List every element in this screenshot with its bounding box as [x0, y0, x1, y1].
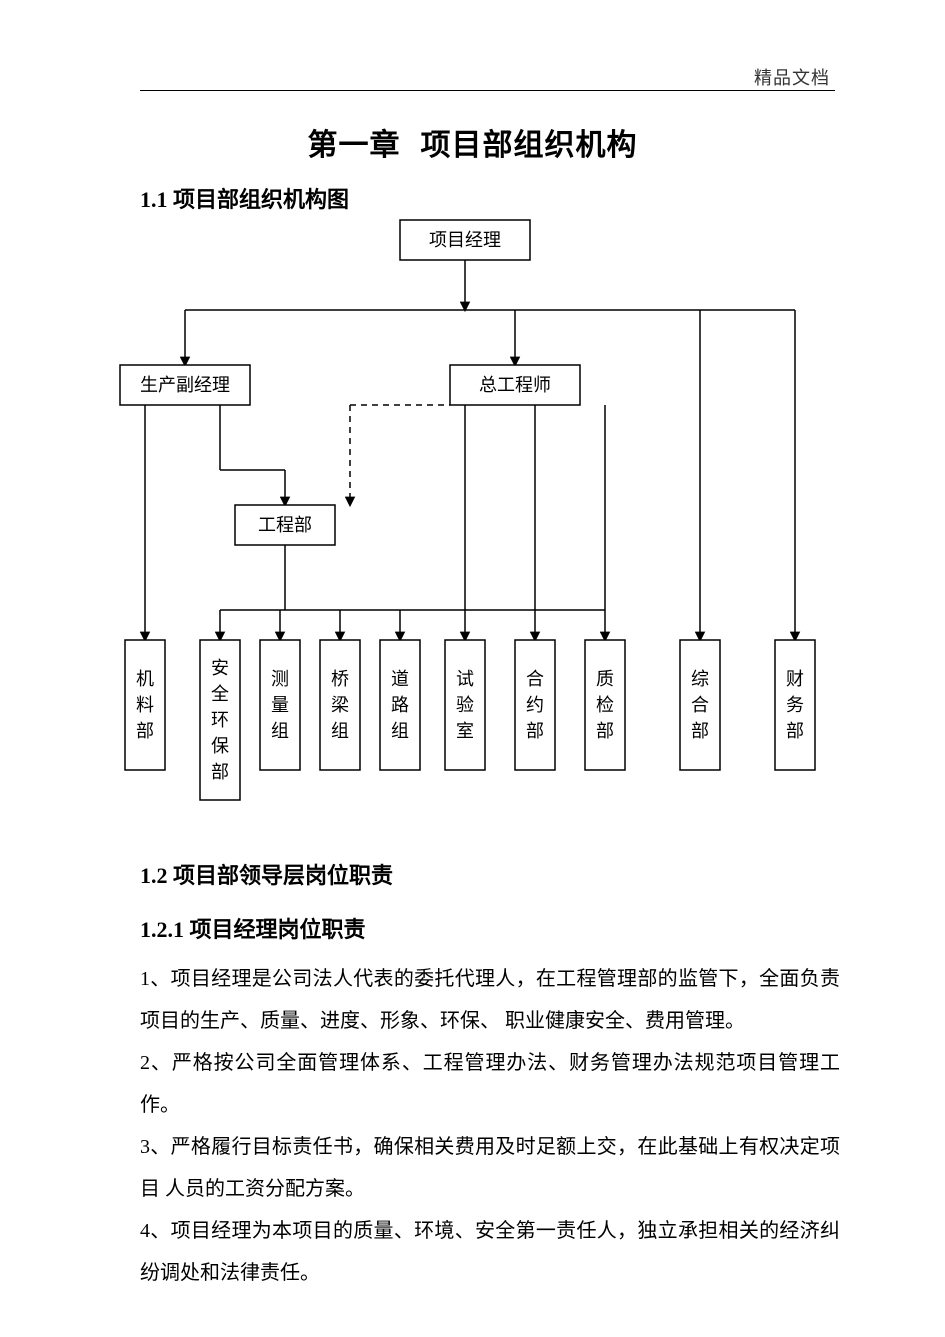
svg-text:检: 检	[596, 695, 614, 715]
svg-text:部: 部	[136, 721, 154, 741]
org-node-d9: 财务部	[775, 640, 815, 770]
org-node-d5: 试验室	[445, 640, 485, 770]
svg-text:项目经理: 项目经理	[429, 230, 501, 250]
paragraph-1: 1、项目经理是公司法人代表的委托代理人，在工程管理部的监管下，全面负责项目的生产…	[140, 958, 840, 1042]
svg-text:总工程师: 总工程师	[479, 375, 551, 395]
org-node-d4: 道路组	[380, 640, 420, 770]
svg-text:全: 全	[211, 684, 229, 704]
body-paragraphs: 1、项目经理是公司法人代表的委托代理人，在工程管理部的监管下，全面负责项目的生产…	[140, 958, 840, 1294]
paragraph-2: 2、严格按公司全面管理体系、工程管理办法、财务管理办法规范项目管理工作。	[140, 1042, 840, 1126]
chapter-title: 第一章项目部组织机构	[0, 120, 945, 164]
svg-text:安: 安	[211, 658, 229, 678]
header-watermark: 精品文档	[754, 64, 830, 90]
org-node-ce: 总工程师	[450, 365, 580, 405]
org-node-d2: 测量组	[260, 640, 300, 770]
org-node-d0: 机料部	[125, 640, 165, 770]
org-node-d6: 合约部	[515, 640, 555, 770]
svg-text:梁: 梁	[331, 695, 349, 715]
svg-text:质: 质	[596, 669, 614, 689]
org-node-pm: 项目经理	[400, 220, 530, 260]
svg-text:室: 室	[456, 721, 474, 741]
svg-text:测: 测	[271, 669, 289, 689]
heading-1-2-1: 1.2.1 项目经理岗位职责	[140, 912, 366, 944]
org-node-d1: 安全环保部	[200, 640, 240, 800]
svg-text:财: 财	[786, 669, 804, 689]
org-node-d3: 桥梁组	[320, 640, 360, 770]
chapter-number: 第一章	[308, 129, 401, 162]
svg-text:组: 组	[271, 721, 289, 741]
svg-text:组: 组	[391, 721, 409, 741]
heading-1-2: 1.2 项目部领导层岗位职责	[140, 858, 393, 890]
svg-text:部: 部	[596, 721, 614, 741]
svg-text:机: 机	[136, 669, 154, 689]
svg-text:约: 约	[526, 695, 544, 715]
org-node-vp: 生产副经理	[120, 365, 250, 405]
svg-text:道: 道	[391, 669, 409, 689]
svg-text:部: 部	[691, 721, 709, 741]
svg-text:综: 综	[691, 669, 709, 689]
org-chart: 项目经理生产副经理总工程师工程部机料部安全环保部测量组桥梁组道路组试验室合约部质…	[100, 210, 860, 820]
org-node-eng: 工程部	[235, 505, 335, 545]
header-underline	[140, 90, 835, 91]
svg-text:保: 保	[211, 736, 229, 756]
svg-text:量: 量	[271, 695, 289, 715]
chapter-name: 项目部组织机构	[421, 129, 638, 162]
svg-text:组: 组	[331, 721, 349, 741]
svg-text:工程部: 工程部	[258, 515, 312, 535]
svg-text:部: 部	[786, 721, 804, 741]
svg-text:务: 务	[786, 695, 804, 715]
svg-text:环: 环	[211, 710, 229, 730]
org-node-d7: 质检部	[585, 640, 625, 770]
svg-text:生产副经理: 生产副经理	[140, 375, 230, 395]
svg-text:验: 验	[456, 695, 474, 715]
document-page: 精品文档 第一章项目部组织机构 1.1 项目部组织机构图 项目经理生产副经理总工…	[0, 0, 945, 1337]
svg-text:试: 试	[456, 669, 474, 689]
svg-text:合: 合	[526, 669, 544, 689]
svg-text:料: 料	[136, 695, 154, 715]
svg-text:桥: 桥	[331, 669, 349, 689]
svg-text:部: 部	[526, 721, 544, 741]
svg-text:部: 部	[211, 762, 229, 782]
svg-text:路: 路	[391, 695, 409, 715]
paragraph-3: 3、严格履行目标责任书，确保相关费用及时足额上交，在此基础上有权决定项目 人员的…	[140, 1126, 840, 1210]
org-node-d8: 综合部	[680, 640, 720, 770]
paragraph-4: 4、项目经理为本项目的质量、环境、安全第一责任人，独立承担相关的经济纠纷调处和法…	[140, 1210, 840, 1294]
svg-text:合: 合	[691, 695, 709, 715]
